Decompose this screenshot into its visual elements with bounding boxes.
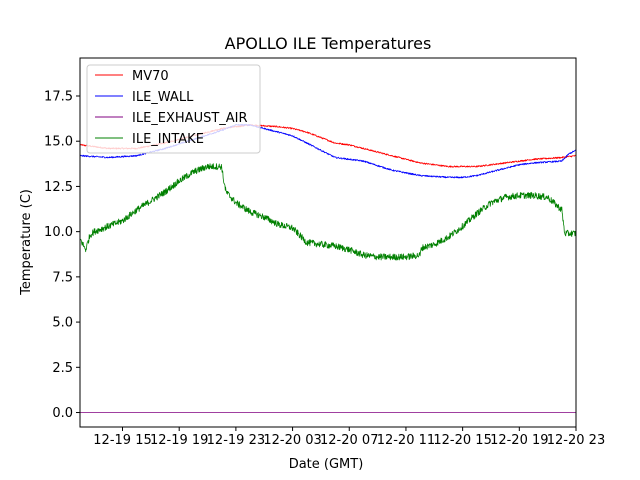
x-tick-label: 12-20 03 <box>263 433 321 448</box>
x-tick-label: 12-20 19 <box>490 433 548 448</box>
series-line-ile-intake <box>80 163 576 261</box>
y-tick-label: 15.0 <box>44 135 73 150</box>
chart-title: APOLLO ILE Temperatures <box>225 34 432 53</box>
x-axis-label: Date (GMT) <box>289 457 364 472</box>
y-tick-label: 17.5 <box>44 89 73 104</box>
x-tick-label: 12-20 23 <box>547 433 605 448</box>
legend-box <box>86 64 261 154</box>
y-tick-label: 0.0 <box>52 406 73 421</box>
legend: MV70 ILE_WALL ILE_EXHAUST_AIR ILE_INTAKE <box>86 64 261 154</box>
x-tick-label: 12-19 19 <box>150 433 208 448</box>
legend-items: MV70 ILE_WALL ILE_EXHAUST_AIR ILE_INTAKE <box>95 69 248 147</box>
x-tick-label: 12-19 23 <box>207 433 265 448</box>
y-axis-ticks: 0.0 2.5 5.0 7.5 10.0 12.5 15.0 17.5 <box>44 89 80 421</box>
y-tick-label: 2.5 <box>52 361 73 376</box>
legend-label: ILE_EXHAUST_AIR <box>132 111 248 126</box>
y-axis-label: Temperature (C) <box>19 189 34 296</box>
x-tick-label: 12-20 11 <box>377 433 435 448</box>
y-tick-label: 7.5 <box>52 270 73 285</box>
y-tick-label: 12.5 <box>44 180 73 195</box>
x-tick-label: 12-20 15 <box>433 433 491 448</box>
plot-frame <box>79 57 577 428</box>
x-tick-label: 12-20 07 <box>320 433 378 448</box>
legend-label: ILE_WALL <box>132 90 194 105</box>
legend-label: MV70 <box>132 69 169 84</box>
legend-label: ILE_INTAKE <box>132 132 204 147</box>
x-tick-label: 12-19 15 <box>93 433 151 448</box>
y-tick-label: 10.0 <box>44 225 73 240</box>
y-tick-label: 5.0 <box>52 316 73 331</box>
